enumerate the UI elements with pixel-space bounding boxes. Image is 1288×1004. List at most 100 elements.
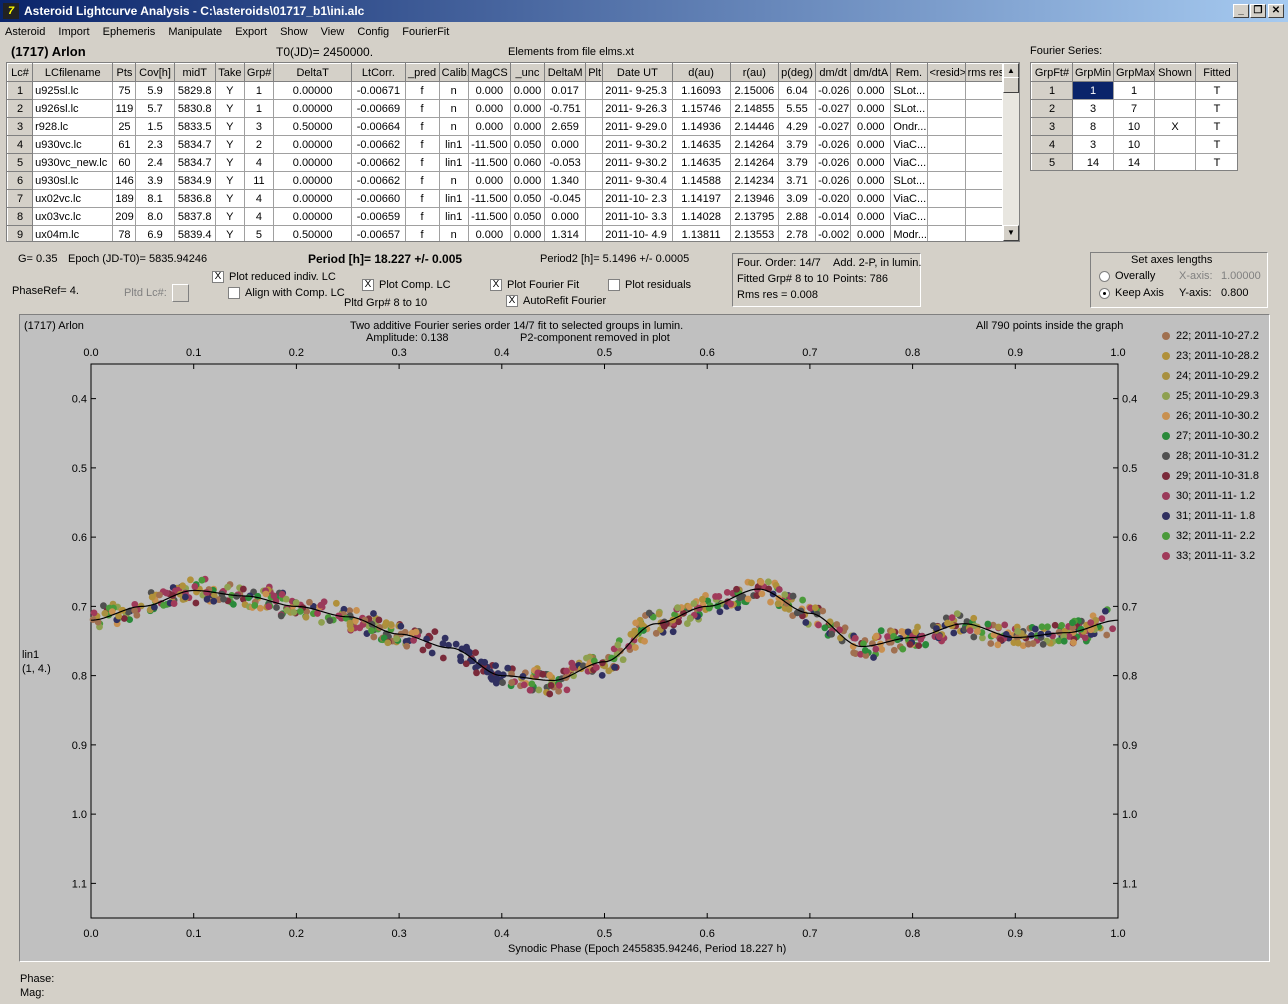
table-cell[interactable]: 1	[1072, 81, 1114, 100]
table-cell[interactable]: 5.9	[135, 81, 175, 100]
table-cell[interactable]: 0.000	[467, 171, 511, 190]
table-cell[interactable]: -11.500	[467, 135, 511, 154]
pltd-lc-spinner[interactable]	[172, 284, 189, 302]
table-cell[interactable]: Modr...	[890, 225, 928, 241]
menu-show[interactable]: Show	[280, 26, 308, 38]
lc-column-header[interactable]: Calib.	[438, 63, 469, 82]
menu-ephemeris[interactable]: Ephemeris	[102, 26, 156, 38]
checkbox-box[interactable]: X	[212, 271, 224, 284]
lc-column-header[interactable]: LCfilename	[32, 63, 114, 82]
table-cell[interactable]: 0.017	[544, 81, 587, 100]
keep-axis-radio[interactable]: Keep Axis	[1099, 287, 1164, 299]
table-cell[interactable]: r928.lc	[32, 117, 114, 136]
table-cell[interactable]: 0.50000	[272, 225, 353, 241]
table-cell[interactable]: SLot...	[890, 99, 928, 118]
table-cell[interactable]: 0.000	[509, 225, 546, 241]
table-row[interactable]: 3 8 10 X T	[1031, 117, 1237, 136]
table-cell[interactable]: ViaC...	[890, 189, 928, 208]
table-cell[interactable]: -0.026	[815, 153, 852, 172]
table-cell[interactable]: SLot...	[890, 171, 928, 190]
table-cell[interactable]: 1.314	[544, 225, 587, 241]
table-cell[interactable]: 0.000	[467, 117, 511, 136]
fourier-column-header[interactable]: Fitted	[1195, 63, 1237, 82]
table-cell[interactable]: -0.027	[815, 99, 852, 118]
menu-manipulate[interactable]: Manipulate	[168, 26, 223, 38]
table-cell[interactable]: 3.71	[777, 171, 817, 190]
table-cell[interactable]: -0.00660	[351, 189, 406, 208]
table-cell[interactable]: lin1	[438, 153, 469, 172]
row-header[interactable]: 2	[7, 99, 34, 118]
lc-column-header[interactable]: LtCorr.	[351, 63, 406, 82]
table-cell[interactable]: 0.000	[467, 225, 511, 241]
table-cell[interactable]: 2.14264	[729, 153, 779, 172]
table-cell[interactable]: 0.00000	[272, 189, 353, 208]
lc-column-header[interactable]: <resid>	[926, 63, 966, 82]
table-cell[interactable]: 0.000	[544, 135, 587, 154]
table-cell[interactable]: -0.00662	[351, 153, 406, 172]
table-cell[interactable]: 2011- 9-26.3	[602, 99, 673, 118]
fourier-column-header[interactable]: GrpMin	[1072, 63, 1114, 82]
table-cell[interactable]: -0.00662	[351, 135, 406, 154]
scroll-thumb[interactable]	[1003, 77, 1019, 93]
table-cell[interactable]: -0.00671	[351, 81, 406, 100]
autorefit-checkbox[interactable]: X AutoRefit Fourier	[506, 295, 606, 308]
table-cell[interactable]: 2.14234	[729, 171, 779, 190]
table-cell[interactable]: 14	[1072, 153, 1114, 170]
table-cell[interactable]: 2011-10- 4.9	[602, 225, 673, 241]
table-cell[interactable]: n	[438, 99, 469, 118]
table-cell[interactable]: 3.79	[777, 135, 817, 154]
table-row[interactable]: 8 ux03vc.lc 209 8.0 5837.8 Y 4 0.00000 -0.00659 f…	[7, 207, 1005, 226]
table-cell[interactable]: 0.000	[467, 99, 511, 118]
table-cell[interactable]: -0.020	[815, 189, 852, 208]
table-cell[interactable]: lin1	[438, 189, 469, 208]
table-cell[interactable]: 6.04	[777, 81, 817, 100]
table-cell[interactable]: 1.340	[544, 171, 587, 190]
lc-column-header[interactable]: Cov[h]	[135, 63, 175, 82]
checkbox-box[interactable]	[228, 287, 240, 300]
plot-residuals-checkbox[interactable]: Plot residuals	[608, 279, 691, 292]
table-cell[interactable]: 5829.8	[173, 81, 216, 100]
table-cell[interactable]: 0.000	[850, 225, 892, 241]
table-cell[interactable]: 119	[112, 99, 137, 118]
lc-column-header[interactable]: p(deg)	[777, 63, 817, 82]
table-cell[interactable]: -0.00657	[351, 225, 406, 241]
radio-circle[interactable]	[1099, 270, 1110, 282]
table-cell[interactable]: 10	[1113, 117, 1155, 136]
table-cell[interactable]: -0.026	[815, 171, 852, 190]
table-cell[interactable]: ViaC...	[890, 153, 928, 172]
table-cell[interactable]: 2011- 9-30.4	[602, 171, 673, 190]
table-cell[interactable]: -11.500	[467, 153, 511, 172]
table-cell[interactable]: 2011- 9-30.2	[602, 153, 673, 172]
table-cell[interactable]: ux03vc.lc	[32, 207, 114, 226]
table-cell[interactable]: 61	[112, 135, 137, 154]
table-cell[interactable]: 2.78	[777, 225, 817, 241]
checkbox-box[interactable]	[608, 279, 620, 292]
table-cell[interactable]: 2.13553	[729, 225, 779, 241]
menu-export[interactable]: Export	[235, 26, 267, 38]
table-cell[interactable]: 5833.5	[173, 117, 216, 136]
row-header[interactable]: 6	[7, 171, 34, 190]
table-cell[interactable]: Ondr...	[890, 117, 928, 136]
table-cell[interactable]: 2.13946	[729, 189, 779, 208]
overally-radio[interactable]: Overally	[1099, 270, 1155, 282]
table-row[interactable]: 3 r928.lc 25 1.5 5833.5 Y 3 0.50000 -0.00664 f n 0.…	[7, 117, 1005, 136]
table-row[interactable]: 7 ux02vc.lc 189 8.1 5836.8 Y 4 0.00000 -0.00660 f…	[7, 189, 1005, 208]
plot-fourier-checkbox[interactable]: X Plot Fourier Fit	[490, 279, 579, 292]
lc-column-header[interactable]: Rem.	[890, 63, 928, 82]
table-cell[interactable]: 0.00000	[272, 207, 353, 226]
table-cell[interactable]: 2011- 9-30.2	[602, 135, 673, 154]
lc-column-header[interactable]: Take	[214, 63, 245, 82]
table-cell[interactable]: 1.14635	[671, 153, 731, 172]
table-cell[interactable]: T	[1195, 153, 1237, 170]
table-cell[interactable]: 189	[112, 189, 137, 208]
table-cell[interactable]: -0.00662	[351, 171, 406, 190]
lc-column-header[interactable]: _pred	[404, 63, 440, 82]
table-cell[interactable]: -0.00664	[351, 117, 406, 136]
lc-column-header[interactable]: dm/dtA	[850, 63, 892, 82]
restore-button[interactable]: ❐	[1250, 4, 1266, 18]
table-cell[interactable]: ViaC...	[890, 135, 928, 154]
scroll-down-button[interactable]: ▼	[1003, 225, 1019, 241]
table-cell[interactable]: -0.002	[815, 225, 852, 241]
table-row[interactable]: 5 14 14 T	[1031, 153, 1237, 170]
table-cell[interactable]: 6.9	[135, 225, 175, 241]
